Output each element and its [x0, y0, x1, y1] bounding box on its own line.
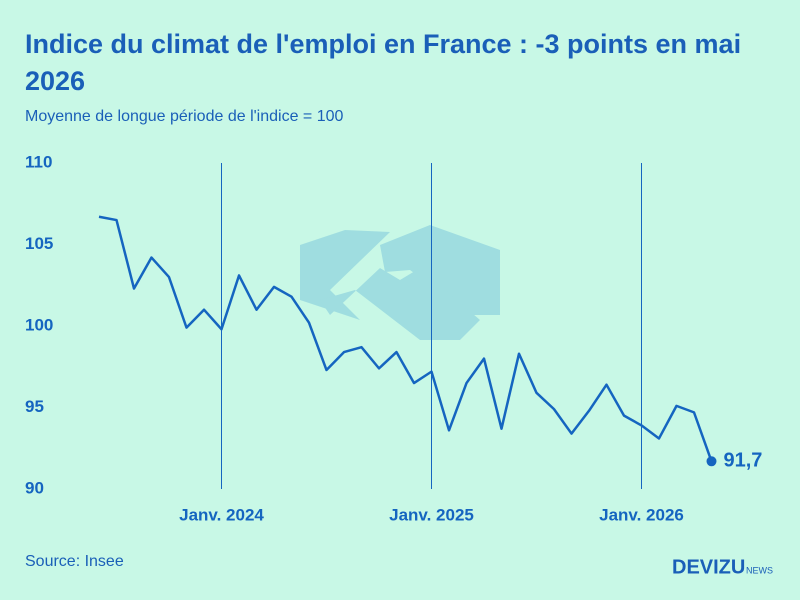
- y-tick-label: 90: [25, 478, 44, 497]
- chart-title: Indice du climat de l'emploi en France :…: [25, 29, 742, 96]
- value-label: 91,7: [724, 450, 763, 472]
- end-point: [706, 456, 717, 467]
- line: [98, 215, 713, 462]
- x-tick-label: Janv. 2026: [599, 505, 684, 524]
- logo-name: DEVIZU: [672, 556, 745, 578]
- x-tick-label: Janv. 2024: [179, 505, 264, 524]
- logo-suffix: NEWS: [746, 565, 773, 575]
- y-tick-label: 110: [25, 152, 52, 171]
- handshake-icon: [300, 225, 500, 340]
- y-tick-label: 100: [25, 315, 53, 334]
- y-tick-label: 105: [25, 234, 53, 253]
- source: Source: Insee: [25, 553, 124, 570]
- y-tick-label: 95: [25, 397, 44, 416]
- x-tick-label: Janv. 2025: [389, 505, 474, 524]
- chart-subtitle: Moyenne de longue période de l'indice = …: [25, 108, 344, 125]
